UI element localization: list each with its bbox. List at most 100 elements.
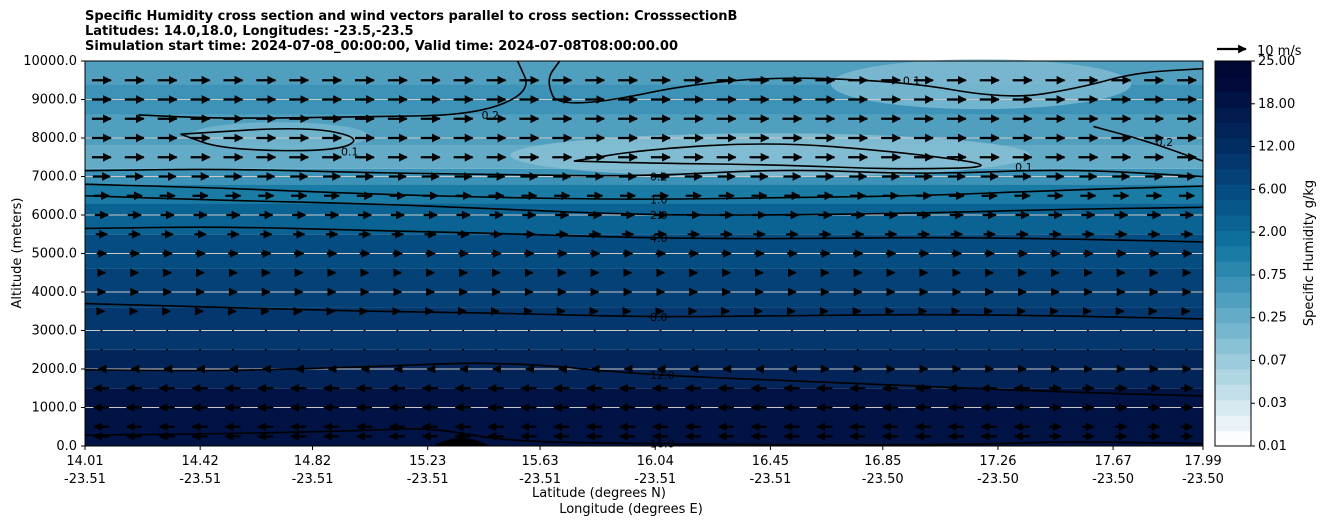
wind-vector	[560, 329, 563, 332]
humidity-band	[85, 203, 1203, 235]
humidity-band	[85, 307, 1203, 350]
wind-vector	[1021, 348, 1024, 351]
y-tick-label: 10000.0	[23, 54, 77, 69]
wind-vector	[1119, 348, 1122, 351]
wind-vector	[133, 348, 136, 351]
colorbar-tick-label: 0.01	[1258, 439, 1287, 454]
colorbar-tick-label: 0.03	[1258, 396, 1287, 411]
x-tick-label-lat: 17.26	[979, 454, 1016, 469]
wind-vector	[100, 329, 103, 332]
colorbar-segment	[1215, 384, 1251, 401]
wind-vector	[1054, 329, 1057, 332]
contour-line	[548, 61, 1203, 104]
wind-vector	[231, 329, 234, 332]
x-tick-label-lat: 14.01	[66, 454, 103, 469]
colorbar-tick-label: 12.00	[1258, 140, 1295, 155]
colorbar-segment	[1215, 430, 1251, 447]
humidity-contours	[85, 61, 1203, 446]
wind-vector	[659, 348, 662, 351]
colorbar-tick-label: 18.00	[1258, 97, 1295, 112]
chart-title-line-1: Specific Humidity cross section and wind…	[85, 9, 738, 24]
wind-vector	[626, 348, 629, 351]
wind-vector	[429, 329, 432, 332]
x-tick-label-lat: 17.99	[1184, 454, 1221, 469]
dry-region	[510, 133, 1031, 178]
wind-vector	[1054, 348, 1057, 351]
contour-label: 12.0	[650, 369, 675, 382]
humidity-field	[85, 59, 1203, 446]
wind-vector	[1152, 348, 1155, 351]
colorbar-segment	[1215, 168, 1251, 185]
x-tick-label-lon: -23.51	[179, 472, 221, 487]
wind-vector	[725, 348, 728, 351]
x-tick-label-lat: 16.04	[637, 454, 674, 469]
wind-vector	[692, 329, 695, 332]
x-axis: 14.01 -23.51 14.42 -23.51 14.82 -23.51 15.23 -2…	[64, 446, 1224, 487]
colorbar-tick-label: 6.00	[1258, 182, 1287, 197]
colorbar-segment	[1215, 369, 1251, 385]
wind-vector	[889, 329, 892, 332]
wind-vector	[725, 329, 728, 332]
wind-vector	[1086, 348, 1089, 351]
contour-line	[1093, 125, 1203, 162]
wind-vector	[823, 329, 826, 332]
wind-vector	[363, 329, 366, 332]
wind-vector	[297, 348, 300, 351]
contour-label: 0.1	[341, 145, 359, 158]
chart-title-line-3: Simulation start time: 2024-07-08_00:00:…	[85, 39, 678, 54]
y-tick-label: 5000.0	[32, 247, 78, 262]
colorbar-tick-label: 2.00	[1258, 225, 1287, 240]
x-tick-label-lon: -23.50	[1182, 472, 1224, 487]
wind-vector	[396, 329, 399, 332]
y-tick-label: 7000.0	[32, 170, 78, 185]
wind-vector	[133, 329, 136, 332]
wind-vector	[527, 348, 530, 351]
contour-label: 16.0	[650, 438, 675, 451]
colorbar-segment	[1215, 107, 1251, 124]
colorbar-frame	[1214, 60, 1252, 447]
wind-vector	[692, 348, 695, 351]
wind-vector	[429, 348, 432, 351]
colorbar-segment	[1215, 399, 1251, 416]
wind-vector	[856, 348, 859, 351]
wind-vector	[363, 348, 366, 351]
wind-vector	[955, 329, 958, 332]
colorbar-segment	[1215, 138, 1251, 154]
humidity-band	[85, 234, 1203, 269]
colorbar-label: Specific Humidity g/kg	[1302, 180, 1317, 326]
dry-region	[188, 122, 369, 151]
wind-vector	[199, 348, 202, 351]
colorbar-tick-label: 25.00	[1258, 54, 1295, 69]
wind-vector	[593, 329, 596, 332]
colorbar-segment	[1215, 292, 1251, 308]
wind-vector	[889, 348, 892, 351]
wind-vector	[462, 329, 465, 332]
contour-label: 0.1	[1015, 161, 1033, 174]
colorbar-segment	[1215, 153, 1251, 170]
colorbar-segment	[1215, 199, 1251, 216]
wind-vector	[955, 348, 958, 351]
wind-vector	[100, 348, 103, 351]
x-tick-label-lon: -23.51	[519, 472, 561, 487]
x-tick-label-lat: 14.82	[294, 454, 331, 469]
contour-label: 0.1	[903, 74, 921, 87]
colorbar-segment	[1215, 122, 1251, 139]
wind-vector	[1185, 329, 1188, 332]
x-tick-label-lon: -23.51	[292, 472, 334, 487]
y-tick-label: 0.0	[56, 439, 77, 454]
wind-vector	[790, 329, 793, 332]
wind-vector	[495, 348, 498, 351]
contour-label: 8.0	[650, 311, 668, 324]
colorbar-segment	[1215, 322, 1251, 339]
x-axis-label-latitude: Latitude (degrees N)	[532, 486, 666, 501]
wind-vector	[1119, 329, 1122, 332]
wind-vector	[856, 329, 859, 332]
humidity-band	[85, 268, 1203, 308]
y-tick-label: 1000.0	[32, 401, 78, 416]
x-tick-label-lon: -23.51	[634, 472, 676, 487]
contour-line	[180, 127, 355, 152]
contour-line	[85, 362, 1203, 397]
quiver-key-label: 10 m/s	[1257, 44, 1302, 59]
wind-vector	[495, 329, 498, 332]
contour-line	[85, 168, 1203, 178]
